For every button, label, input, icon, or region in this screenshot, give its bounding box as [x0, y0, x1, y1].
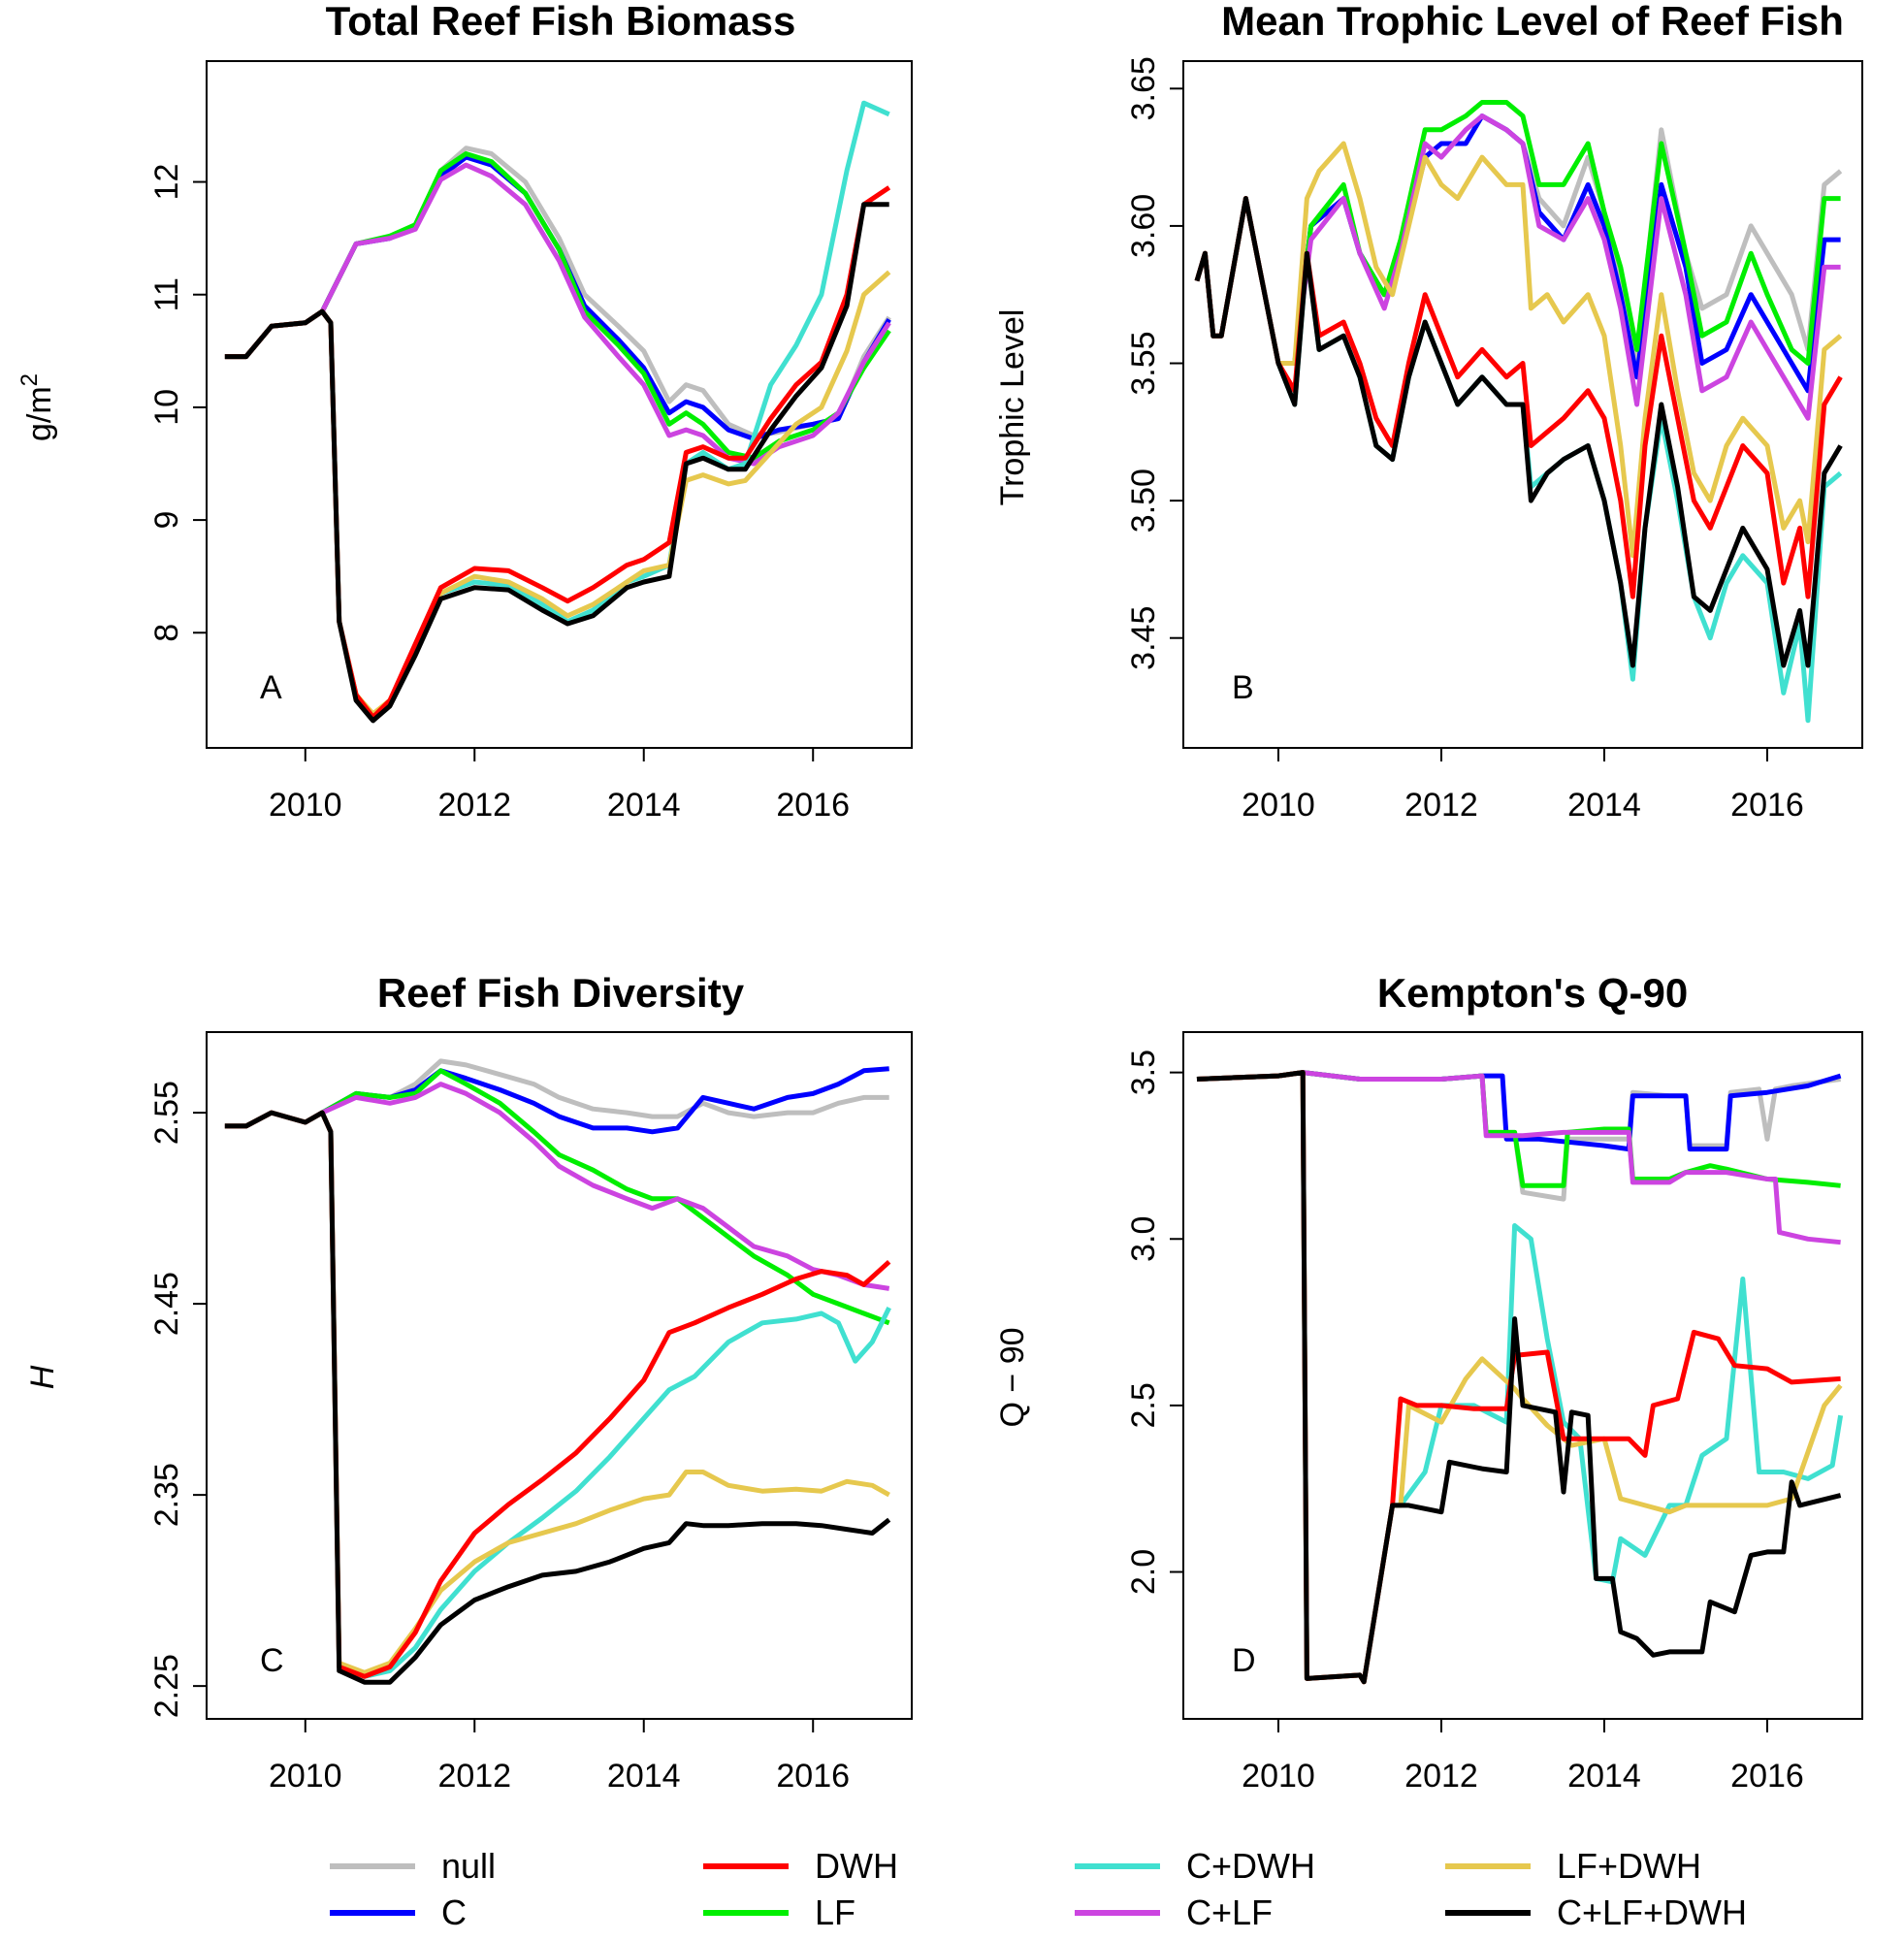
legend-label-null: null [441, 1846, 496, 1886]
panel-d-plot-box [1182, 1031, 1863, 1720]
y-tick-label: 12 [148, 164, 185, 201]
series-line-lf [224, 1068, 890, 1326]
x-tick-label: 2012 [437, 1758, 511, 1795]
panel-a: Total Reef Fish Biomass g/m2 2010 2012 201… [16, 0, 913, 824]
series-line-dwh [1194, 196, 1843, 599]
panel-b: Mean Trophic Level of Reef Fish Trophic … [994, 0, 1863, 824]
panel-d-y-axis: 2.0 2.5 3.0 3.5 [1125, 1050, 1183, 1595]
series-line-lf-dwh [224, 1110, 890, 1675]
series-line-c-lf-dwh [1196, 1070, 1842, 1685]
series-line-null [1194, 113, 1843, 366]
x-tick-label: 2014 [607, 787, 681, 824]
x-tick-label: 2016 [1730, 1758, 1804, 1795]
y-tick-label: 3.0 [1125, 1216, 1162, 1262]
panel-a-ylabel-text: g/m [21, 386, 58, 441]
panel-d-letter: D [1232, 1642, 1256, 1679]
series-line-dwh [224, 185, 891, 720]
panel-a-ylabel-superscript: 2 [16, 373, 43, 386]
panel-a-x-axis: 2010 2012 2014 2016 [269, 748, 850, 824]
legend-label-c-lf: C+LF [1186, 1892, 1273, 1932]
legend-label-lf-dwh: LF+DWH [1557, 1846, 1701, 1886]
x-tick-label: 2010 [1242, 787, 1315, 824]
panel-c-plot-box [206, 1031, 913, 1720]
y-tick-label: 11 [148, 277, 185, 311]
y-tick-label: 2.0 [1125, 1549, 1162, 1595]
legend-label-lf: LF [815, 1892, 855, 1932]
y-tick-label: 3.45 [1125, 606, 1162, 670]
legend-label-c-lf-dwh: C+LF+DWH [1557, 1892, 1747, 1932]
panel-c-letter: C [260, 1642, 284, 1679]
legend-label-c-dwh: C+DWH [1186, 1846, 1315, 1886]
x-tick-label: 2014 [607, 1758, 681, 1795]
panel-b-plot-box [1182, 60, 1863, 749]
series-line-lf-dwh [1194, 141, 1843, 559]
y-tick-label: 9 [148, 511, 185, 530]
panel-b-title: Mean Trophic Level of Reef Fish [1221, 0, 1844, 44]
y-tick-label: 2.5 [1125, 1382, 1162, 1428]
series-line-lf-dwh [224, 270, 891, 717]
panel-c-series [224, 1058, 891, 1685]
x-tick-label: 2012 [1404, 787, 1478, 824]
panel-d-series [1196, 1070, 1844, 1685]
panel-c-ylabel: H [24, 1365, 61, 1389]
panel-b-ylabel: Trophic Level [994, 309, 1031, 506]
y-tick-label: 2.45 [148, 1272, 185, 1336]
panel-d-ylabel: Q − 90 [994, 1327, 1031, 1427]
panel-a-letter: A [260, 669, 282, 706]
series-line-c-lf-dwh [1194, 196, 1843, 668]
panel-a-ylabel: g/m2 [16, 373, 58, 441]
panel-a-title: Total Reef Fish Biomass [326, 0, 796, 44]
panel-b-y-axis: 3.45 3.50 3.55 3.60 3.65 [1125, 56, 1183, 670]
x-tick-label: 2014 [1567, 1758, 1641, 1795]
panel-b-series [1194, 100, 1843, 724]
legend-label-dwh: DWH [815, 1846, 898, 1886]
panel-b-x-axis: 2010 2012 2014 2016 [1242, 748, 1804, 824]
panel-b-letter: B [1232, 669, 1254, 706]
series-line-c-dwh [224, 100, 890, 720]
x-tick-label: 2016 [776, 1758, 850, 1795]
x-tick-label: 2010 [269, 1758, 342, 1795]
series-line-c-lf-dwh [224, 1110, 891, 1685]
panel-a-plot-box [206, 60, 913, 749]
y-tick-label: 2.55 [148, 1081, 185, 1145]
panel-c-x-axis: 2010 2012 2014 2016 [269, 1719, 850, 1795]
series-line-dwh [224, 1110, 891, 1679]
y-tick-label: 3.50 [1125, 469, 1162, 533]
panel-d-title: Kempton's Q-90 [1377, 970, 1688, 1016]
legend-label-c: C [441, 1892, 467, 1932]
x-tick-label: 2012 [1404, 1758, 1478, 1795]
panel-d: Kempton's Q-90 Q − 90 2010 2012 2014 2016 2… [994, 970, 1863, 1795]
x-tick-label: 2012 [437, 787, 511, 824]
panel-c: Reef Fish Diversity H 2010 2012 2014 2016 2… [24, 970, 913, 1795]
panel-a-series [224, 100, 891, 724]
y-tick-label: 10 [148, 389, 185, 426]
panel-c-y-axis: 2.25 2.35 2.45 2.55 [148, 1081, 207, 1718]
y-tick-label: 8 [148, 624, 185, 642]
x-tick-label: 2010 [1242, 1758, 1315, 1795]
series-line-c-lf [1196, 1070, 1841, 1245]
panel-c-title: Reef Fish Diversity [377, 970, 745, 1016]
series-line-c-dwh [224, 1110, 891, 1679]
panel-d-x-axis: 2010 2012 2014 2016 [1242, 1719, 1804, 1795]
x-tick-label: 2010 [269, 787, 342, 824]
legend: null C DWH LF C+DWH C+LF LF+DWH C+LF+DWH [330, 1846, 1747, 1932]
y-tick-label: 3.60 [1125, 194, 1162, 258]
x-tick-label: 2014 [1567, 787, 1641, 824]
y-tick-label: 3.55 [1125, 331, 1162, 395]
series-line-c-lf-dwh [224, 202, 889, 724]
panel-a-y-axis: 8 9 10 11 12 [148, 164, 207, 642]
y-tick-label: 2.35 [148, 1463, 185, 1527]
y-tick-label: 2.25 [148, 1654, 185, 1718]
y-tick-label: 3.65 [1125, 56, 1162, 120]
y-tick-label: 3.5 [1125, 1050, 1162, 1095]
x-tick-label: 2016 [776, 787, 850, 824]
x-tick-label: 2016 [1730, 787, 1804, 824]
